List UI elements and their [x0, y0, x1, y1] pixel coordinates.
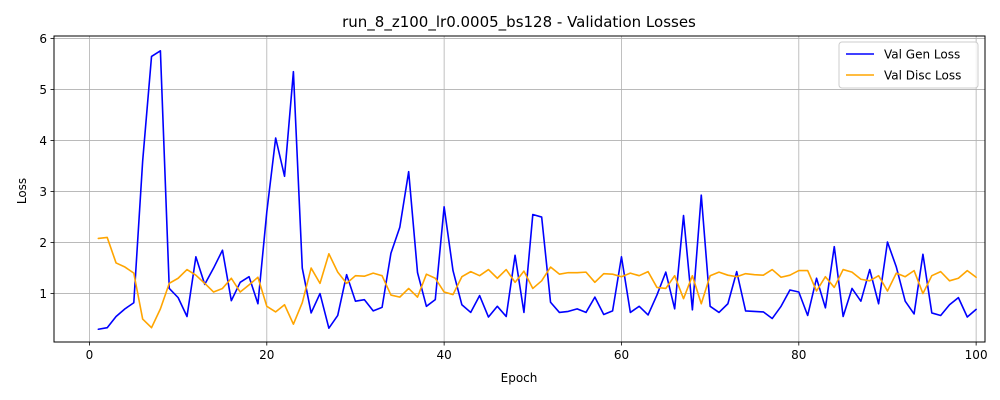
- chart-title: run_8_z100_lr0.0005_bs128 - Validation L…: [342, 13, 696, 32]
- x-axis-label: Epoch: [501, 371, 538, 385]
- y-tick-label: 5: [39, 83, 47, 97]
- y-tick-label: 1: [39, 287, 47, 301]
- x-tick-label: 40: [436, 348, 451, 362]
- x-tick-label: 100: [965, 348, 988, 362]
- series-line-val-gen-loss: [97, 49, 977, 331]
- y-tick-label: 3: [39, 185, 47, 199]
- x-tick-label: 20: [259, 348, 274, 362]
- axis-ticks: 0 20 40 60 80 100 1 2 3 4 5 6: [39, 32, 987, 362]
- x-tick-label: 0: [86, 348, 94, 362]
- y-tick-label: 2: [39, 236, 47, 250]
- y-tick-label: 6: [39, 32, 47, 46]
- legend-label: Val Disc Loss: [884, 69, 961, 83]
- y-axis-label: Loss: [15, 178, 29, 204]
- x-tick-label: 80: [791, 348, 806, 362]
- legend-label: Val Gen Loss: [884, 48, 960, 62]
- x-tick-label: 60: [614, 348, 629, 362]
- series-lines: [97, 49, 977, 331]
- plot-area: [53, 35, 986, 343]
- y-tick-label: 4: [39, 134, 47, 148]
- series-line-val-disc-loss: [97, 236, 977, 329]
- legend: Val Gen Loss Val Disc Loss: [838, 41, 979, 89]
